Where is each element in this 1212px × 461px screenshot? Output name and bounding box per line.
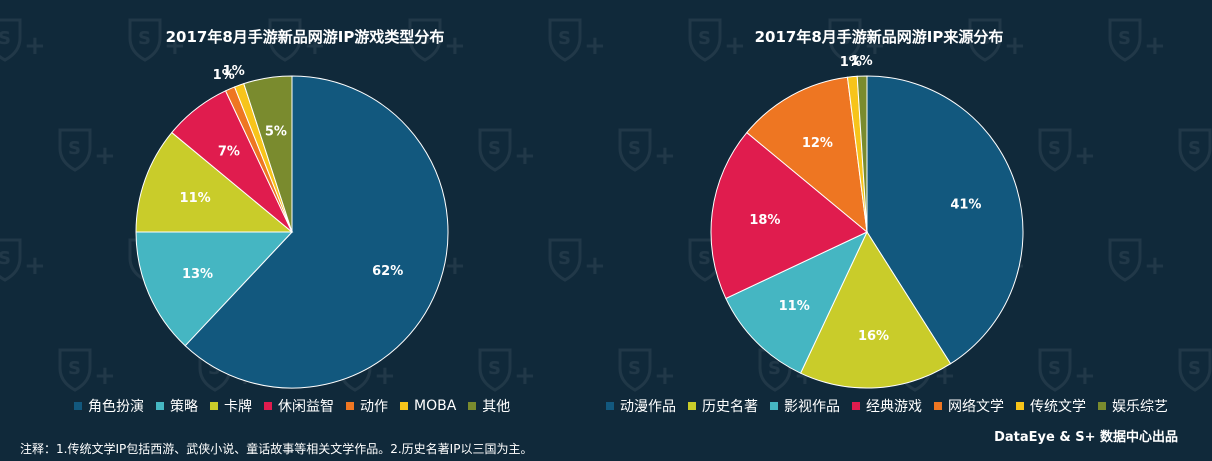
pie-slice-3 <box>725 230 869 374</box>
legend-label: 动漫作品 <box>620 399 676 415</box>
pie-slice-2 <box>799 230 952 389</box>
legend-left: 角色扮演 策略 卡牌 休闲益智 动作 MOBA 其他 <box>74 396 522 416</box>
data-label: 12% <box>802 136 833 151</box>
data-label: 16% <box>858 329 889 344</box>
chart-panel-right: 2017年8月手游新品网游IP来源分布 41% 16% 11% 18% 12% 1% 1% … <box>600 0 1212 430</box>
legend-label: 策略 <box>170 399 198 415</box>
data-label: 41% <box>950 197 981 212</box>
legend-label: 娱乐综艺 <box>1112 399 1168 415</box>
pie-slice-7 <box>243 75 293 233</box>
pie-slice-7 <box>856 75 868 233</box>
legend-item: 动漫作品 <box>606 396 676 416</box>
data-label: 7% <box>218 145 240 160</box>
legend-item: 休闲益智 <box>264 396 334 416</box>
legend-item: 影视作品 <box>770 396 840 416</box>
legend-right: 动漫作品 历史名著 影视作品 经典游戏 网络文学 传统文学 娱乐综艺 <box>606 396 1180 416</box>
pie-chart-right: 41% 16% 11% 18% 12% 1%1% <box>710 54 1024 389</box>
legend-label: 角色扮演 <box>88 399 144 415</box>
pie-slice-1 <box>866 75 1024 365</box>
data-label: 13% <box>182 267 213 282</box>
legend-swatch <box>468 402 477 410</box>
pie-slice-4 <box>710 131 868 300</box>
legend-swatch <box>156 402 164 410</box>
legend-item: 网络文学 <box>934 396 1004 416</box>
legend-label: 休闲益智 <box>278 399 334 415</box>
legend-label: 动作 <box>360 399 388 415</box>
legend-swatch <box>264 402 272 410</box>
footnote: 注释：1.传统文学IP包括西游、武侠小说、童话故事等相关文学作品。2.历史名著I… <box>20 442 533 456</box>
legend-item: MOBA <box>400 398 456 414</box>
legend-label: 影视作品 <box>784 399 840 415</box>
data-label: 1% <box>840 55 862 70</box>
data-label: 5% <box>265 124 287 139</box>
legend-label: 经典游戏 <box>866 399 922 415</box>
legend-label: 其他 <box>482 399 511 415</box>
legend-swatch <box>74 402 82 410</box>
legend-swatch <box>400 402 408 410</box>
legend-swatch <box>688 402 696 410</box>
pie-slice-5 <box>746 76 868 234</box>
chart-title-right: 2017年8月手游新品网游IP来源分布 <box>754 28 1004 46</box>
legend-item: 历史名著 <box>688 396 758 416</box>
legend-item: 其他 <box>468 396 510 416</box>
legend-label: MOBA <box>414 398 457 414</box>
legend-item: 策略 <box>156 396 198 416</box>
legend-swatch <box>210 402 218 410</box>
pie-slice-2 <box>135 231 294 347</box>
legend-item: 角色扮演 <box>74 396 144 416</box>
data-label: 11% <box>180 191 211 206</box>
chart-title-left: 2017年8月手游新品网游IP游戏类型分布 <box>165 28 445 46</box>
legend-swatch <box>770 402 778 410</box>
legend-label: 历史名著 <box>702 399 758 415</box>
legend-swatch <box>346 402 354 410</box>
legend-label: 卡牌 <box>224 399 252 415</box>
legend-item: 卡牌 <box>210 396 252 416</box>
legend-swatch <box>1098 402 1106 410</box>
data-label: 1% <box>223 64 245 79</box>
pie-slice-1 <box>184 75 449 389</box>
legend-item: 动作 <box>346 396 388 416</box>
data-label: 1% <box>851 54 873 69</box>
pie-chart-left: 62% 13% 11% 7% 1%1% 5% <box>135 64 449 389</box>
legend-item: 娱乐综艺 <box>1098 396 1168 416</box>
legend-label: 传统文学 <box>1030 399 1086 415</box>
legend-item: 经典游戏 <box>852 396 922 416</box>
legend-swatch <box>1016 402 1024 410</box>
legend-item: 传统文学 <box>1016 396 1086 416</box>
data-label: 18% <box>749 213 780 228</box>
legend-swatch <box>606 402 614 410</box>
data-label: 11% <box>779 299 810 314</box>
data-label: 1% <box>213 68 235 83</box>
chart-panel-left: 2017年8月手游新品网游IP游戏类型分布 62% 13% 11% 7% 1% 1% 5% … <box>0 0 590 430</box>
legend-swatch <box>934 402 942 410</box>
source-credit: DataEye & S+ 数据中心出品 <box>994 430 1178 445</box>
legend-swatch <box>852 402 860 410</box>
pie-slice-3 <box>135 131 294 233</box>
data-label: 62% <box>372 264 403 279</box>
legend-label: 网络文学 <box>948 399 1004 415</box>
